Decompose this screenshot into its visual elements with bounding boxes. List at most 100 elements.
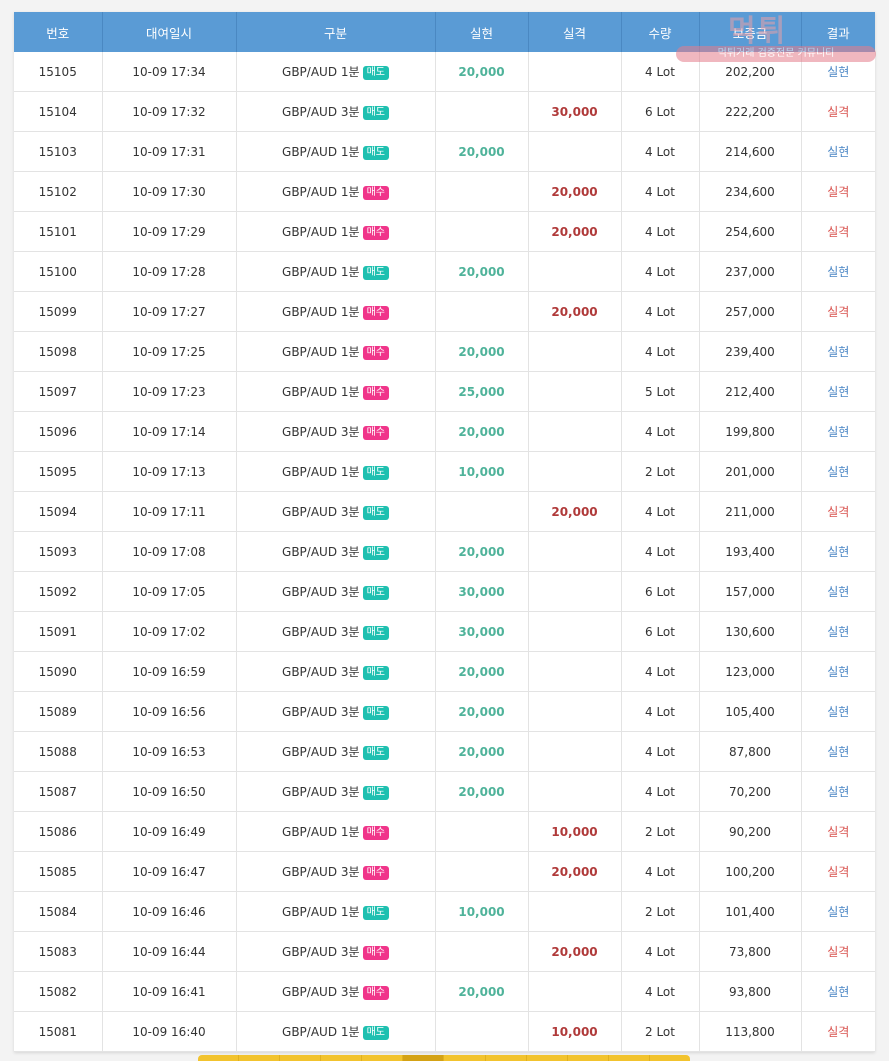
cell-quantity: 4 Lot (621, 851, 700, 892)
cell-deposit: 130,600 (699, 611, 802, 652)
period-label: 3분 (340, 945, 360, 959)
cell-number: 15086 (14, 811, 103, 852)
cell-quantity: 4 Lot (621, 251, 700, 292)
pair-label: GBP/AUD (282, 745, 338, 759)
side-badge: 매도 (362, 706, 389, 720)
cell-category: GBP/AUD 3분 매도 (236, 691, 436, 732)
cell-realized-amount (435, 211, 529, 252)
side-badge: 매도 (362, 586, 389, 600)
cell-realized-amount: 30,000 (435, 571, 529, 612)
cell-category: GBP/AUD 3분 매도 (236, 531, 436, 572)
side-badge: 매도 (362, 266, 389, 280)
cell-lost-amount: 20,000 (528, 291, 622, 332)
cell-deposit: 73,800 (699, 931, 802, 972)
pair-label: GBP/AUD (282, 785, 338, 799)
cell-datetime: 10-09 17:23 (102, 371, 237, 412)
cell-realized-amount: 20,000 (435, 691, 529, 732)
cell-number: 15097 (14, 371, 103, 412)
pair-label: GBP/AUD (282, 625, 338, 639)
page-segment-active[interactable] (403, 1055, 445, 1061)
cell-result: 실현 (801, 131, 875, 172)
side-badge: 매도 (362, 106, 389, 120)
cell-datetime: 10-09 16:41 (102, 971, 237, 1012)
cell-quantity: 4 Lot (621, 691, 700, 732)
cell-realized-amount: 20,000 (435, 531, 529, 572)
cell-category: GBP/AUD 3분 매도 (236, 651, 436, 692)
cell-lost-amount (528, 731, 622, 772)
side-badge: 매수 (362, 226, 389, 240)
side-badge: 매도 (362, 906, 389, 920)
pair-label: GBP/AUD (282, 545, 338, 559)
table-row: 15089 10-09 16:56 GBP/AUD 3분 매도 20,000 4 Lot 1… (14, 691, 875, 732)
cell-datetime: 10-09 17:30 (102, 171, 237, 212)
cell-datetime: 10-09 17:32 (102, 91, 237, 132)
cell-result: 실현 (801, 571, 875, 612)
cell-datetime: 10-09 16:50 (102, 771, 237, 812)
page-segment[interactable] (280, 1055, 322, 1061)
cell-number: 15082 (14, 971, 103, 1012)
cell-deposit: 105,400 (699, 691, 802, 732)
cell-category: GBP/AUD 1분 매수 (236, 811, 436, 852)
cell-result: 실격 (801, 931, 875, 972)
cell-category: GBP/AUD 1분 매수 (236, 331, 436, 372)
header-datetime: 대여일시 (102, 12, 237, 52)
cell-datetime: 10-09 17:29 (102, 211, 237, 252)
cell-quantity: 2 Lot (621, 891, 700, 932)
cell-realized-amount (435, 91, 529, 132)
cell-number: 15105 (14, 52, 103, 92)
pagination-bar[interactable] (198, 1055, 690, 1061)
cell-realized-amount: 20,000 (435, 52, 529, 92)
cell-lost-amount (528, 531, 622, 572)
pair-label: GBP/AUD (282, 945, 338, 959)
table-row: 15081 10-09 16:40 GBP/AUD 1분 매도 10,000 2 Lot 1… (14, 1011, 875, 1052)
cell-deposit: 199,800 (699, 411, 802, 452)
cell-lost-amount (528, 451, 622, 492)
page-segment[interactable] (527, 1055, 568, 1061)
period-label: 1분 (340, 65, 360, 79)
cell-quantity: 4 Lot (621, 171, 700, 212)
cell-lost-amount: 30,000 (528, 91, 622, 132)
table-row: 15085 10-09 16:47 GBP/AUD 3분 매수 20,000 4 Lot 1… (14, 851, 875, 892)
cell-number: 15104 (14, 91, 103, 132)
page-segment[interactable] (321, 1055, 363, 1061)
cell-deposit: 239,400 (699, 331, 802, 372)
page-segment[interactable] (568, 1055, 609, 1061)
cell-datetime: 10-09 17:31 (102, 131, 237, 172)
period-label: 3분 (340, 505, 360, 519)
cell-datetime: 10-09 16:53 (102, 731, 237, 772)
cell-realized-amount (435, 931, 529, 972)
table-row: 15084 10-09 16:46 GBP/AUD 1분 매도 10,000 2 Lot 1… (14, 891, 875, 932)
side-badge: 매수 (362, 826, 389, 840)
cell-lost-amount (528, 771, 622, 812)
cell-lost-amount (528, 691, 622, 732)
cell-category: GBP/AUD 3분 매수 (236, 931, 436, 972)
cell-quantity: 4 Lot (621, 531, 700, 572)
page-segment[interactable] (444, 1055, 486, 1061)
page-segment[interactable] (609, 1055, 650, 1061)
cell-quantity: 2 Lot (621, 811, 700, 852)
cell-realized-amount: 20,000 (435, 651, 529, 692)
cell-realized-amount (435, 851, 529, 892)
cell-result: 실현 (801, 331, 875, 372)
page-segment[interactable] (486, 1055, 527, 1061)
cell-datetime: 10-09 17:13 (102, 451, 237, 492)
period-label: 1분 (340, 465, 360, 479)
cell-datetime: 10-09 17:08 (102, 531, 237, 572)
period-label: 3분 (340, 545, 360, 559)
cell-realized-amount: 20,000 (435, 131, 529, 172)
side-badge: 매도 (362, 66, 389, 80)
page-segment[interactable] (239, 1055, 281, 1061)
period-label: 3분 (340, 985, 360, 999)
cell-category: GBP/AUD 1분 매수 (236, 171, 436, 212)
page-segment[interactable] (650, 1055, 690, 1061)
page-segment[interactable] (198, 1055, 240, 1061)
cell-deposit: 157,000 (699, 571, 802, 612)
cell-category: GBP/AUD 1분 매도 (236, 52, 436, 92)
cell-realized-amount: 20,000 (435, 731, 529, 772)
table-row: 15096 10-09 17:14 GBP/AUD 3분 매수 20,000 4 Lot 1… (14, 411, 875, 452)
cell-number: 15087 (14, 771, 103, 812)
cell-deposit: 257,000 (699, 291, 802, 332)
cell-lost-amount: 20,000 (528, 931, 622, 972)
page-segment[interactable] (362, 1055, 404, 1061)
